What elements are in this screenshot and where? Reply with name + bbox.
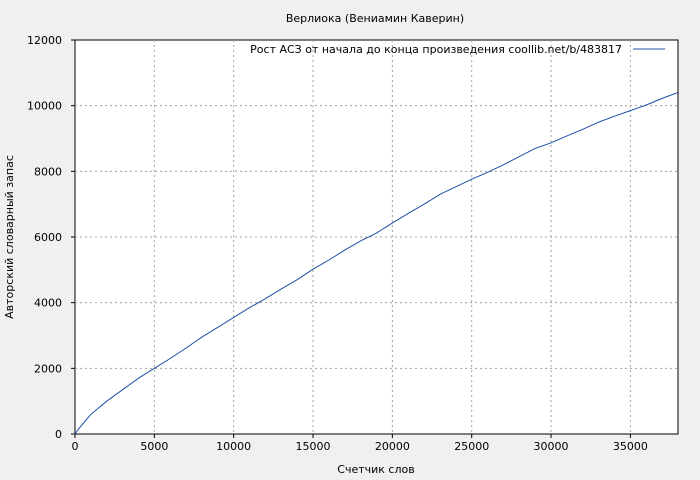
x-tick-label: 10000 [216,440,251,453]
axis-ticks: 0 5000 10000 15000 20000 25000 30000 35000 0 2000… [27,34,648,453]
y-tick-label: 2000 [34,362,62,375]
y-tick-label: 10000 [27,100,62,113]
y-axis-label: Авторский словарный запас [3,155,16,319]
y-tick-label: 4000 [34,297,62,310]
legend-label: Рост АСЗ от начала до конца произведения… [250,43,622,56]
x-tick-label: 25000 [454,440,489,453]
y-tick-label: 6000 [34,231,62,244]
y-tick-label: 12000 [27,34,62,47]
legend: Рост АСЗ от начала до конца произведения… [250,43,665,56]
x-tick-label: 0 [72,440,79,453]
grid-lines [75,40,678,434]
y-tick-label: 0 [55,428,62,441]
x-axis-label: Счетчик слов [337,463,414,476]
series-group [74,92,679,435]
x-tick-label: 15000 [296,440,331,453]
x-tick-label: 20000 [375,440,410,453]
chart-title: Верлиока (Вениамин Каверин) [286,12,464,25]
x-tick-label: 35000 [613,440,648,453]
x-tick-label: 30000 [534,440,569,453]
series-line [74,92,679,435]
y-tick-label: 8000 [34,165,62,178]
x-tick-label: 5000 [140,440,168,453]
